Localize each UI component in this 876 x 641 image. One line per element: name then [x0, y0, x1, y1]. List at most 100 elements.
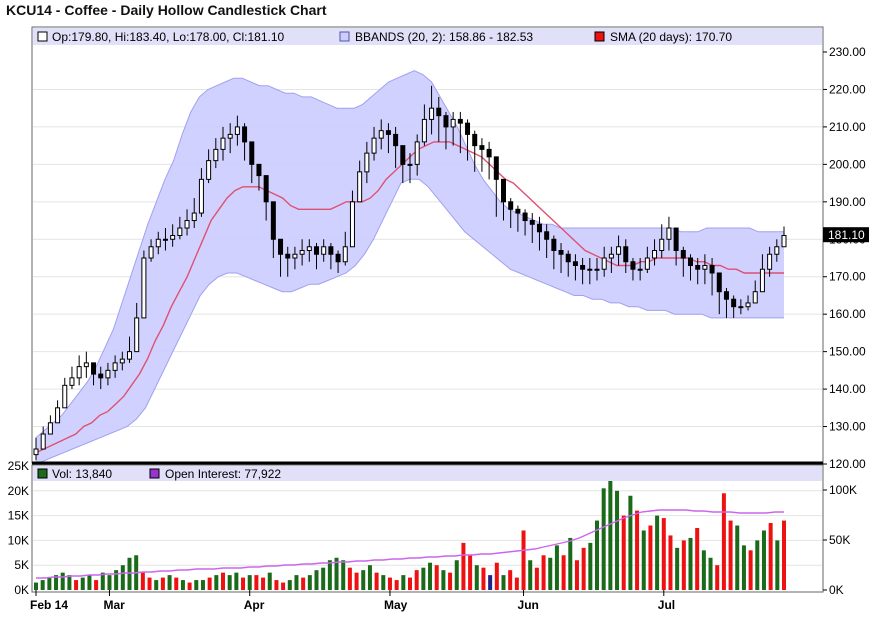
candle-body: [393, 133, 399, 147]
volume-bar: [648, 525, 653, 590]
volume-bar: [354, 572, 359, 590]
ohlc-legend-text: Op:179.80, Hi:183.40, Lo:178.00, Cl:181.…: [52, 30, 284, 44]
volume-bar: [40, 580, 45, 590]
candle-body: [479, 145, 485, 150]
candle-body: [767, 253, 773, 270]
candle-body: [630, 261, 636, 270]
candle-body: [40, 433, 46, 450]
volume-bar: [454, 560, 459, 590]
volume-left-tick-label: 20K: [8, 484, 29, 498]
candle-body: [688, 257, 693, 266]
candle-body: [695, 264, 701, 270]
volume-bar: [154, 580, 159, 590]
price-axis: 230.00220.00210.00200.00190.00180.00170.…: [823, 45, 866, 471]
volume-bar: [661, 518, 666, 590]
volume-bar: [488, 575, 493, 590]
candle-body: [536, 223, 542, 233]
candle-body: [148, 246, 154, 259]
candle-body: [342, 246, 348, 263]
candle-body: [349, 201, 355, 248]
candle-body: [76, 366, 82, 379]
volume-bar: [107, 575, 112, 590]
volume-bar: [608, 475, 613, 590]
candle-body: [170, 235, 176, 240]
volume-bar: [247, 575, 252, 590]
candle-body: [680, 250, 686, 259]
volume-bar: [54, 575, 59, 590]
candle-body: [666, 227, 672, 240]
volume-bar: [94, 580, 99, 590]
price-tick-label: 220.00: [829, 82, 866, 96]
candle-body: [738, 306, 744, 309]
price-tick-label: 120.00: [829, 457, 866, 471]
candle-body: [580, 264, 586, 270]
candle-body: [242, 126, 248, 143]
candle-body: [270, 201, 276, 240]
price-tick-label: 170.00: [829, 270, 866, 284]
candle-body: [55, 407, 61, 424]
volume-bar: [494, 562, 499, 590]
candle-body: [378, 130, 384, 139]
volume-bar: [468, 555, 473, 590]
candle-body: [781, 235, 787, 248]
price-tick-label: 160.00: [829, 307, 866, 321]
volume-bar: [554, 545, 559, 590]
volume-bar: [140, 572, 145, 590]
volume-bar: [194, 580, 199, 590]
volume-bar: [508, 570, 513, 590]
volume-bar: [408, 577, 412, 590]
candle-body: [659, 238, 665, 252]
volume-right-tick-label: 100K: [829, 483, 857, 497]
candle-body: [601, 257, 607, 270]
volume-bar: [514, 577, 519, 590]
candle-body: [98, 373, 104, 379]
volume-bar: [74, 580, 79, 590]
month-label: Feb 14: [30, 598, 68, 612]
price-tick-label: 190.00: [829, 195, 866, 209]
candle-body: [278, 238, 284, 255]
volume-bar: [261, 577, 266, 590]
candle-body: [608, 253, 614, 259]
volume-bar: [755, 540, 760, 590]
candle-body: [328, 246, 334, 255]
volume-left-tick-label: 15K: [8, 509, 29, 523]
candle-body: [162, 238, 168, 241]
candle-body: [227, 133, 233, 139]
candle-body: [263, 175, 269, 203]
candle-body: [594, 268, 600, 271]
candle-body: [177, 227, 183, 237]
volume-bar: [274, 580, 279, 590]
volume-bar: [347, 567, 352, 590]
volume-bar: [127, 557, 132, 590]
volume-bar: [267, 572, 272, 590]
candle-body: [465, 122, 471, 135]
volume-bar: [481, 567, 486, 590]
volume-bar: [80, 577, 85, 590]
bollinger-band-area: [36, 70, 784, 464]
price-tick-label: 150.00: [829, 345, 866, 359]
volume-bar: [621, 515, 626, 590]
volume-bar: [414, 570, 419, 590]
volume-bar: [474, 565, 479, 590]
volume-bar: [341, 560, 346, 590]
candle-body: [256, 163, 262, 177]
volume-bar: [581, 547, 586, 590]
open-interest-line: [36, 509, 784, 579]
candle-body: [321, 246, 327, 255]
month-axis: Feb 14 Mar Apr May Jun Jul: [30, 590, 675, 612]
volume-bar: [675, 547, 680, 590]
candle-body: [119, 358, 125, 364]
candle-body: [774, 246, 780, 255]
candle-body: [191, 212, 197, 222]
volume-bar: [615, 490, 620, 590]
candle-body: [184, 220, 190, 229]
candle-body: [285, 253, 291, 259]
candle-body: [515, 208, 521, 214]
volume-bar: [327, 560, 332, 590]
volume-bar: [775, 540, 780, 590]
volume-bar: [782, 520, 786, 590]
candle-body: [155, 238, 161, 248]
volume-bar: [34, 582, 38, 590]
volume-right-tick-label: 50K: [829, 533, 850, 547]
volume-bar: [628, 495, 633, 590]
